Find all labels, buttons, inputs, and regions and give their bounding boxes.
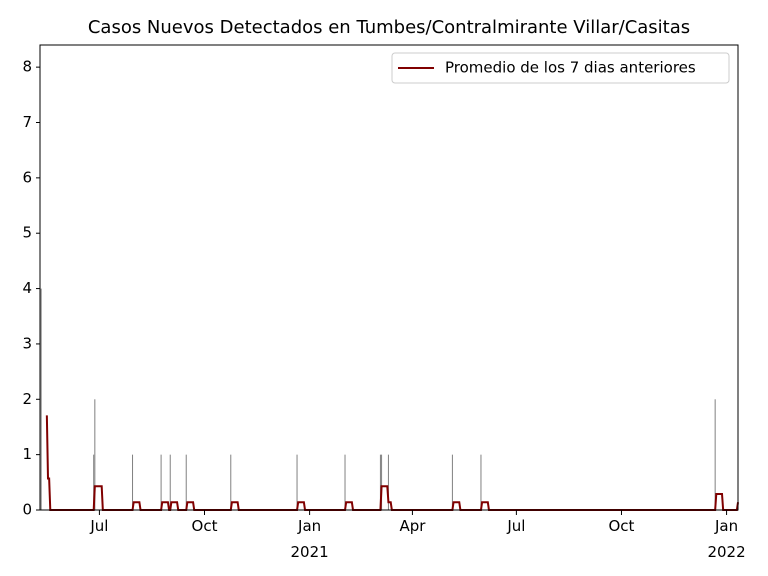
x-tick-sublabel: 2022 [707,543,745,561]
y-tick-label: 8 [22,58,32,76]
legend-box [391,52,730,84]
y-tick-label: 2 [22,390,32,408]
plot-frame [39,44,739,511]
x-tick-label: Jan [714,517,738,535]
x-tick-label: Jul [506,517,525,535]
x-tick-label: Apr [399,517,426,535]
y-tick-label: 1 [22,445,32,463]
y-tick-label: 3 [22,334,32,352]
x-tick-sublabel: 2021 [291,543,329,561]
x-tick-label: Jan [297,517,321,535]
y-tick-label: 7 [22,113,32,131]
x-tick-label: Oct [192,517,218,535]
y-tick-label: 5 [22,224,32,242]
x-tick-label: Oct [609,517,635,535]
chart-title: Casos Nuevos Detectados en Tumbes/Contra… [88,17,690,38]
y-tick-label: 4 [22,279,32,297]
x-tick-label: Jul [89,517,108,535]
legend: Promedio de los 7 dias anteriores [391,52,730,84]
y-tick-label: 0 [22,501,32,519]
line-series [45,415,739,511]
legend-label: Promedio de los 7 dias anteriores [445,59,696,77]
y-tick-label: 6 [22,168,32,186]
